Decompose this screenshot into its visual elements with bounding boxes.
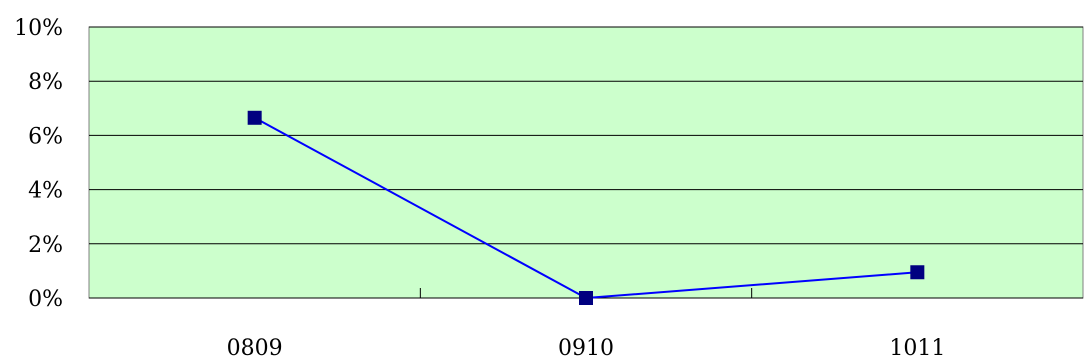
y-axis-tick-labels: 0% 2% 4% 6% 8% 10%	[14, 16, 63, 312]
plot-area	[88, 26, 1084, 299]
x-tick-label: 0910	[558, 336, 614, 361]
data-point-marker	[247, 110, 262, 125]
data-point-marker	[579, 291, 593, 305]
series-layer	[247, 110, 925, 305]
y-tick-label: 2%	[28, 233, 63, 258]
y-tick-label: 10%	[14, 16, 63, 41]
y-tick-label: 8%	[28, 70, 63, 95]
y-tick-label: 4%	[28, 179, 63, 204]
data-point-marker	[910, 265, 925, 280]
y-tick-label: 0%	[28, 287, 63, 312]
x-tick-label: 1011	[889, 336, 945, 361]
x-tick-label: 0809	[227, 336, 283, 361]
x-axis-tick-labels: 0809 0910 1011	[227, 336, 946, 361]
y-tick-label: 6%	[28, 124, 63, 149]
